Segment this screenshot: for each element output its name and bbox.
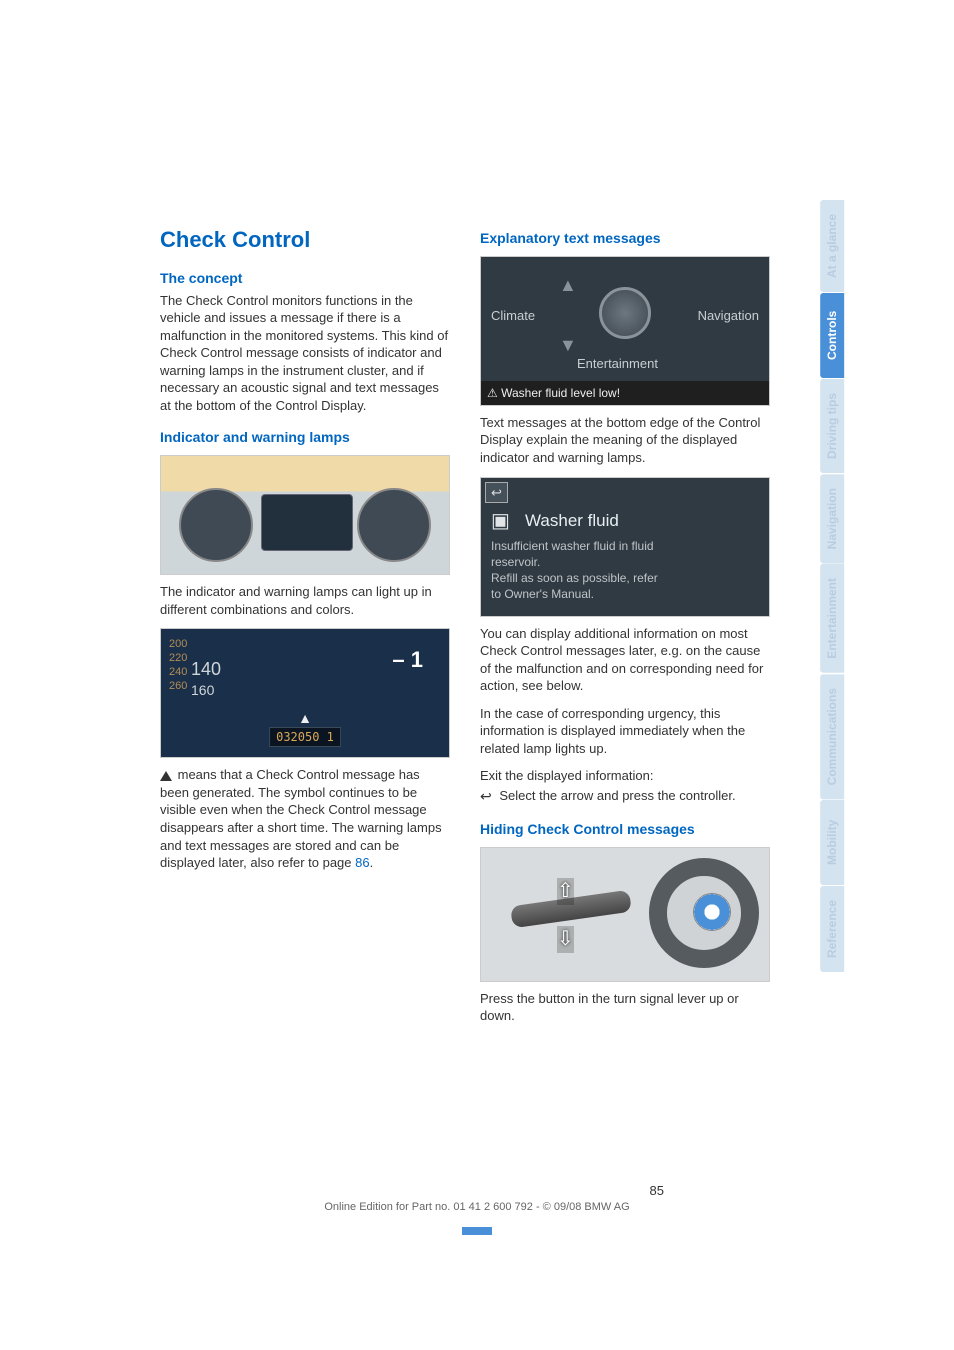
warning-triangle-icon: ▲ <box>298 709 312 728</box>
heading-the-concept: The concept <box>160 269 450 288</box>
tab-communications[interactable]: Communications <box>820 674 844 799</box>
gauge-label-240: 240 <box>169 665 187 680</box>
press-button-body: Press the button in the turn signal leve… <box>480 990 770 1025</box>
idrive-up-arrow-icon: ▲ <box>559 273 577 297</box>
page-number: 85 <box>650 1182 664 1200</box>
figure-gauge-closeup: 200 220 240 260 140 160 – 1 ▲ 032050 1 <box>160 628 450 758</box>
heading-indicator-lamps: Indicator and warning lamps <box>160 428 450 447</box>
select-arrow-line: ↩ Select the arrow and press the control… <box>480 787 770 806</box>
lever-down-arrow-icon: ⇩ <box>557 926 574 953</box>
exit-line: Exit the displayed information: <box>480 767 770 785</box>
idrive-down-arrow-icon: ▼ <box>559 333 577 357</box>
content-columns: Check Control The concept The Check Cont… <box>160 225 894 1035</box>
cluster-left-gauge <box>179 488 253 562</box>
tab-driving-tips[interactable]: Driving tips <box>820 379 844 473</box>
page-reference-86[interactable]: 86 <box>355 855 369 870</box>
washer-line-3: Refill as soon as possible, refer <box>491 570 658 586</box>
text-messages-body: Text messages at the bottom edge of the … <box>480 414 770 467</box>
triangle-body-1: means that a Check Control message has b… <box>160 767 442 870</box>
page-container: At a glance Controls Driving tips Naviga… <box>0 0 954 1350</box>
urgency-body: In the case of corresponding urgency, th… <box>480 705 770 758</box>
figure-washer-message: ↩ ▣ Washer fluid Insufficient washer flu… <box>480 477 770 617</box>
washer-line-2: reservoir. <box>491 554 540 570</box>
additional-info-body: You can display additional information o… <box>480 625 770 695</box>
washer-title: Washer fluid <box>525 510 619 533</box>
figure-instrument-cluster <box>160 455 450 575</box>
figure-idrive-menu: ▲ ▼ Climate Navigation Entertainment ⚠ W… <box>480 256 770 406</box>
indicator-caption: The indicator and warning lamps can ligh… <box>160 583 450 618</box>
left-column: Check Control The concept The Check Cont… <box>160 225 450 1035</box>
gauge-odometer: 032050 1 <box>269 727 341 747</box>
back-arrow-icon: ↩ <box>480 787 492 806</box>
triangle-icon <box>160 771 172 781</box>
back-icon-box: ↩ <box>485 482 508 504</box>
cluster-center-display <box>261 494 353 551</box>
gauge-label-200: 200 <box>169 637 187 652</box>
footer-line: Online Edition for Part no. 01 41 2 600 … <box>0 1200 954 1215</box>
cluster-right-gauge <box>357 488 431 562</box>
select-arrow-text: Select the arrow and press the controlle… <box>496 788 736 803</box>
idrive-cell-navigation: Navigation <box>698 307 759 325</box>
tab-at-a-glance[interactable]: At a glance <box>820 200 844 292</box>
figure-signal-lever: ⇧ ⇩ <box>480 847 770 982</box>
bmw-badge-icon <box>693 893 731 931</box>
warning-icon: ⚠ <box>487 386 498 400</box>
heading-check-control: Check Control <box>160 225 450 255</box>
lever-up-arrow-icon: ⇧ <box>557 878 574 905</box>
tab-entertainment[interactable]: Entertainment <box>820 564 844 673</box>
footer-accent-bar <box>462 1227 492 1235</box>
heading-explanatory: Explanatory text messages <box>480 229 770 248</box>
idrive-cell-climate: Climate <box>491 307 535 325</box>
concept-body: The Check Control monitors functions in … <box>160 292 450 415</box>
idrive-cell-entertainment: Entertainment <box>577 355 658 373</box>
idrive-status-bar: ⚠ Washer fluid level low! <box>481 381 769 405</box>
tab-controls[interactable]: Controls <box>820 293 844 378</box>
tab-navigation[interactable]: Navigation <box>820 474 844 563</box>
triangle-paragraph: means that a Check Control message has b… <box>160 766 450 871</box>
gauge-label-260: 260 <box>169 679 187 694</box>
tab-reference[interactable]: Reference <box>820 886 844 972</box>
washer-line-1: Insufficient washer fluid in fluid <box>491 538 654 554</box>
idrive-center-icon <box>599 287 651 339</box>
side-tabs: At a glance Controls Driving tips Naviga… <box>820 200 844 973</box>
gauge-label-140: 140 <box>191 657 221 681</box>
right-column: Explanatory text messages ▲ ▼ Climate Na… <box>480 225 770 1035</box>
gauge-label-220: 220 <box>169 651 187 666</box>
washer-fluid-icon: ▣ <box>491 508 510 535</box>
tab-mobility[interactable]: Mobility <box>820 800 844 885</box>
heading-hiding: Hiding Check Control messages <box>480 820 770 839</box>
triangle-body-2: . <box>370 855 374 870</box>
gauge-shift-indicator: – 1 <box>392 645 423 675</box>
washer-line-4: to Owner's Manual. <box>491 586 594 602</box>
idrive-status-text: Washer fluid level low! <box>498 386 620 400</box>
gauge-label-160: 160 <box>191 681 214 700</box>
